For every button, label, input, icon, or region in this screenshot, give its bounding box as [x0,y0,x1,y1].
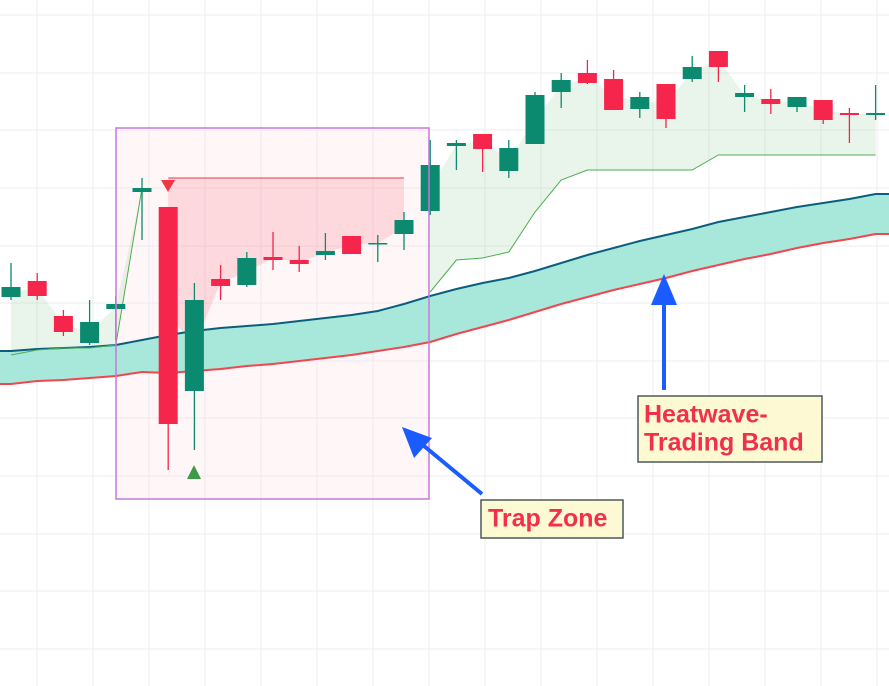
annotation: Trading Band [644,429,804,457]
lines [0,154,889,385]
candle-body [132,188,152,192]
band-upper-line [0,193,889,352]
candle-body [289,260,309,264]
candle-body [761,99,781,104]
candle-body [211,279,231,286]
candle-body [630,97,650,109]
candle-body [53,316,73,332]
band-lower-line [0,233,889,385]
candle-body [263,257,283,260]
annotation-box [637,395,823,463]
candle-body [682,67,702,79]
candle-body [656,84,676,119]
annotation-box [480,499,624,539]
candle-body [866,113,886,115]
arrow [651,274,677,390]
candle-body [525,95,545,144]
candle-body [839,113,859,115]
candle-body [446,143,466,146]
annotation: Heatwave- [644,401,768,429]
arrow-head [651,274,677,305]
candles [1,51,886,470]
candle-body [787,97,807,107]
candle-body [551,80,571,92]
buy-signal [187,465,201,479]
candle-body [237,258,257,285]
candle-body [184,300,204,391]
annotation: Trap Zone [488,505,608,533]
candle-body [420,165,440,211]
arrow-shaft [416,439,484,496]
candle-body [499,148,519,171]
candle-body [394,220,414,234]
candle-body [80,322,100,343]
candle-body [577,73,597,83]
candle-body [368,243,388,245]
candle-body [342,236,362,254]
candle-body [813,100,833,120]
candle-body [1,287,21,297]
candle-body [158,207,178,424]
band-fill [0,194,889,384]
candle-body [473,134,493,149]
candle-body [604,79,624,110]
arrow-head [402,427,432,458]
trail-fill [168,178,404,346]
candle-body [315,251,335,255]
candle-body [735,93,755,97]
candle-body [27,281,47,296]
candle-body [708,51,728,67]
trail-fill [11,188,142,355]
trap-zone-box [115,127,430,500]
sell-signal [161,180,175,192]
arrow [402,427,484,496]
trail-up-line [10,154,876,356]
